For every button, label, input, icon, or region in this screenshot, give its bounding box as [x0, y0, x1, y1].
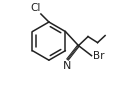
Text: Br: Br — [93, 51, 104, 61]
Text: N: N — [63, 61, 71, 71]
Text: Cl: Cl — [30, 3, 40, 13]
